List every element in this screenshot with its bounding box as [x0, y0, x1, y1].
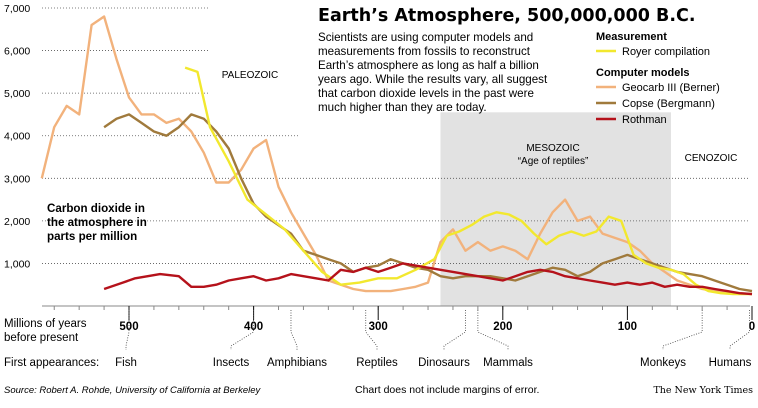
series-lines [40, 15, 753, 296]
appearance-label: Insects [213, 357, 250, 369]
y-tick-label: 6,000 [4, 46, 30, 58]
appearance-leader-lines [125, 310, 750, 350]
leader-line [365, 310, 378, 350]
leader-line [477, 310, 509, 350]
description-line: Scientists are using computer models and [318, 31, 533, 44]
source-note: Source: Robert A. Rohde, University of C… [4, 385, 262, 396]
credit: The New York Times [653, 385, 753, 396]
y-tick-labels: 1,000 2,000 3,000 4,000 5,000 6,000 7,000 [4, 3, 30, 270]
leader-line [662, 310, 703, 350]
y-tick-label: 1,000 [4, 258, 30, 270]
era-label-paleozoic: PALEOZOIC [222, 70, 279, 81]
first-appearances-label: First appearances: [4, 357, 99, 369]
y-axis-title-line-1: Carbon dioxide in [47, 202, 145, 215]
x-tick-label: 0 [749, 321, 755, 333]
appearance-label: Reptiles [356, 357, 398, 369]
leader-line [290, 310, 298, 350]
y-tick-label: 5,000 [4, 88, 30, 100]
y-axis-title-line-3: parts per million [47, 230, 137, 243]
era-label-mesozoic: MESOZOIC [526, 143, 579, 154]
y-tick-label: 4,000 [4, 131, 30, 143]
appearance-label: Humans [709, 357, 752, 369]
x-tick-label: 500 [119, 321, 138, 333]
description-line: Earth’s atmosphere as long as half a bil… [318, 59, 539, 72]
series-line-rothman [103, 262, 753, 296]
description-line: that carbon dioxide levels in the past w… [318, 87, 534, 100]
legend-label-copse: Copse (Bergmann) [622, 98, 715, 110]
era-subtitle-mesozoic: “Age of reptiles” [518, 156, 589, 167]
series-line-royer [184, 66, 752, 296]
appearance-label: Fish [115, 357, 137, 369]
grid-lines [42, 7, 750, 264]
y-axis-title-line-2: the atmosphere in [47, 216, 147, 229]
description: Scientists are using computer models and… [318, 31, 548, 114]
leader-line [443, 310, 466, 350]
legend-label-royer: Royer compilation [622, 46, 710, 58]
legend-heading-models: Computer models [596, 67, 690, 79]
legend-label-rothman: Rothman [622, 114, 667, 126]
y-tick-label: 2,000 [4, 216, 30, 228]
x-axis-title-line-1: Millions of years [4, 318, 87, 330]
leader-line [729, 310, 750, 350]
margin-note: Chart does not include margins of error. [355, 384, 539, 396]
description-line: years ago. While the results vary, all s… [318, 73, 548, 86]
appearance-label: Dinosaurs [418, 357, 470, 369]
appearance-label: Amphibians [267, 357, 327, 369]
appearance-label: Monkeys [640, 357, 686, 369]
y-tick-label: 3,000 [4, 173, 30, 185]
legend-label-geocarb: Geocarb III (Berner) [622, 82, 720, 94]
x-axis-title-line-2: before present [4, 332, 79, 344]
description-line: measurements from fossils to reconstruct [318, 45, 531, 58]
x-tick-label: 400 [244, 321, 263, 333]
era-label-cenozoic: CENOZOIC [685, 153, 738, 164]
x-ticks: 500 400 300 200 100 0 [53, 306, 755, 333]
x-tick-label: 200 [493, 321, 512, 333]
x-tick-label: 300 [369, 321, 388, 333]
chart-title: Earth’s Atmosphere, 500,000,000 B.C. [318, 6, 696, 26]
first-appearances: Fish Insects Amphibians Reptiles Dinosaurs Ma… [115, 357, 752, 369]
legend-heading-measurement: Measurement [596, 31, 667, 43]
appearance-label: Mammals [483, 357, 533, 369]
y-tick-label: 7,000 [4, 3, 30, 15]
x-tick-label: 100 [618, 321, 637, 333]
description-line: much higher than they are today. [318, 101, 487, 114]
leader-line [230, 310, 255, 350]
series-line-geocarb [40, 15, 753, 296]
leader-line [125, 310, 130, 350]
legend: Measurement Royer compilation Computer m… [596, 31, 720, 126]
